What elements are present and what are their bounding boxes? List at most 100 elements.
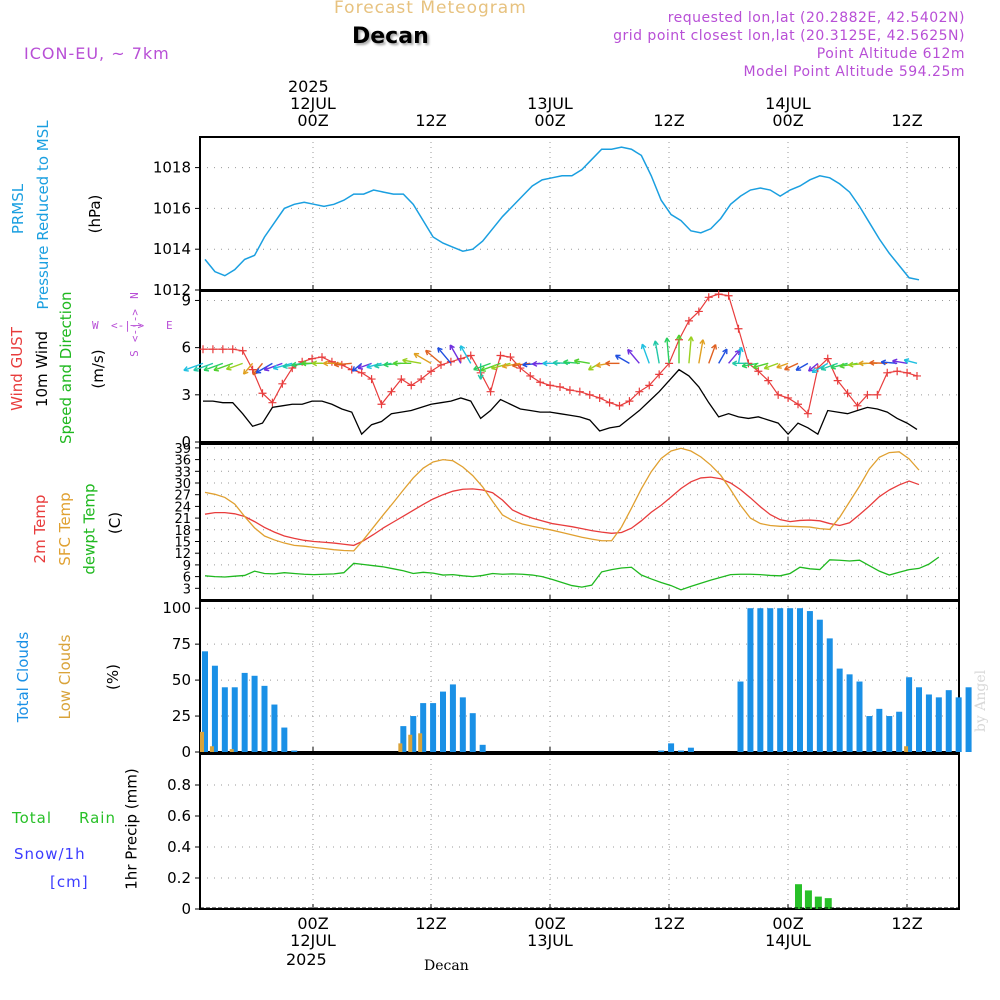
wind-direction-arrowhead — [413, 352, 420, 359]
wind-gust-marker — [784, 393, 793, 402]
wind-direction-arrowhead — [473, 365, 479, 371]
wind-direction-arrowhead — [392, 360, 398, 367]
wind-gust-marker — [437, 360, 445, 369]
wind-direction-arrowhead — [323, 360, 329, 367]
wind-direction-arrowhead — [741, 362, 748, 369]
wind-direction-arrowhead — [242, 369, 249, 375]
y-tick-label: 0.2 — [167, 869, 191, 887]
wind-gust-marker — [565, 386, 574, 395]
wind-direction-arrowhead — [563, 359, 569, 366]
wind-gust-marker — [883, 368, 892, 377]
wind-gust-marker — [248, 365, 257, 374]
total-clouds-bar — [668, 743, 675, 752]
wind-direction-arrowhead — [255, 368, 262, 374]
top-axis-label: 14JUL — [765, 94, 811, 113]
bottom-axis-label: 12Z — [415, 914, 447, 933]
wind-direction-arrowhead — [795, 365, 802, 371]
rain-bar — [804, 890, 812, 909]
wind-gust-marker — [278, 379, 287, 388]
y-tick-label: 3 — [181, 386, 191, 404]
total-clouds-bar — [261, 685, 268, 752]
wind-gust-marker — [615, 401, 624, 410]
model-altitude: Model Point Altitude 594.25m — [743, 64, 965, 80]
precip-total-label: Total — [12, 809, 53, 827]
wind-gust-marker — [893, 367, 902, 376]
total-clouds-bar — [400, 726, 407, 752]
total-clouds-bar — [440, 691, 446, 752]
wind-direction-arrowhead — [491, 364, 497, 371]
total-clouds-bar — [906, 677, 913, 752]
gridpoint-coords: grid point closest lon,lat (20.3125E, 42… — [613, 28, 965, 44]
total-clouds-bar — [767, 608, 774, 752]
top-axis-label: 13JUL — [527, 94, 573, 113]
wind-direction-arrowhead — [333, 361, 340, 368]
wind-direction-arrow — [193, 362, 214, 371]
wind-direction-arrow — [502, 362, 521, 368]
total-clouds-bar — [886, 716, 893, 752]
total-clouds-bar — [231, 687, 238, 752]
wind-gust-marker — [486, 387, 495, 396]
wind-direction-arrowhead — [652, 340, 659, 346]
clouds-low-label: Low Clouds — [56, 634, 74, 720]
wind-direction-arrow — [753, 362, 769, 369]
wind-gust-marker — [318, 353, 326, 362]
panel-frame — [199, 600, 960, 753]
wind-direction-arrowhead — [848, 361, 854, 368]
low-clouds-bar — [229, 749, 234, 752]
wind-unit: (m/s) — [89, 349, 107, 389]
wind-direction-arrowhead — [627, 348, 633, 355]
wind-gust-marker — [605, 398, 614, 407]
wind-direction-arrow — [718, 348, 728, 364]
wind-direction-arrowhead — [687, 336, 694, 342]
wind-gust-marker — [199, 345, 207, 354]
total-clouds-bar — [757, 608, 764, 752]
wind-gust-marker — [585, 390, 594, 399]
total-clouds-bar — [737, 681, 744, 752]
wind-direction-arrow — [264, 362, 283, 371]
temp-dewpt-line — [204, 556, 940, 591]
y-tick-label: 1012 — [153, 281, 191, 299]
wind-direction-arrowhead — [640, 343, 647, 350]
wind-direction-arrow — [273, 362, 293, 370]
rain-bar — [824, 898, 832, 909]
wind-direction-arrowhead — [752, 363, 759, 370]
wind-gust-marker — [754, 367, 763, 376]
wind-direction-arrow — [742, 362, 759, 367]
bottom-axis-label: 13JUL — [527, 931, 573, 950]
wind-direction-arrowhead — [291, 361, 297, 368]
bottom-axis-label: 00Z — [772, 914, 804, 933]
y-tick-label: 33 — [174, 465, 191, 480]
wind-gust-marker — [833, 376, 842, 385]
wind-gust-marker — [684, 316, 693, 325]
total-clouds-bar — [876, 708, 883, 752]
wind-direction-arrowhead — [595, 362, 602, 368]
wind-direction-arrowhead — [183, 366, 189, 372]
total-clouds-bar — [241, 672, 248, 752]
wind-direction-arrowhead — [374, 362, 380, 369]
y-tick-label: 0 — [181, 900, 191, 918]
wind-gust-marker — [794, 400, 802, 409]
wind-direction-arrowhead — [776, 363, 782, 369]
wind-direction-arrowhead — [501, 362, 508, 369]
wind-direction-arrowhead — [366, 363, 372, 370]
temp-2m-label: 2m Temp — [31, 494, 49, 564]
temp-unit: (C) — [106, 511, 124, 535]
wind-direction-arrow — [334, 362, 352, 366]
top-axis-label: 00Z — [297, 111, 329, 130]
total-clouds-bar — [846, 674, 853, 752]
y-tick-label: 9 — [183, 559, 191, 574]
bottom-axis-label: 12JUL — [290, 931, 336, 950]
wind-gust-marker — [377, 400, 386, 409]
rain-bar — [814, 896, 822, 909]
wind-direction-arrow — [627, 349, 640, 364]
wind-direction-arrowhead — [480, 366, 487, 372]
wind-gust-marker — [228, 345, 237, 354]
total-clouds-bar — [777, 608, 784, 752]
wind-direction-arrowhead — [839, 362, 845, 369]
y-tick-label: 0 — [181, 743, 191, 761]
wind-direction-arrowhead — [437, 347, 443, 353]
wind-gust-marker — [308, 354, 317, 363]
total-clouds-bar — [687, 747, 694, 752]
wind-direction-arrow — [459, 345, 472, 364]
